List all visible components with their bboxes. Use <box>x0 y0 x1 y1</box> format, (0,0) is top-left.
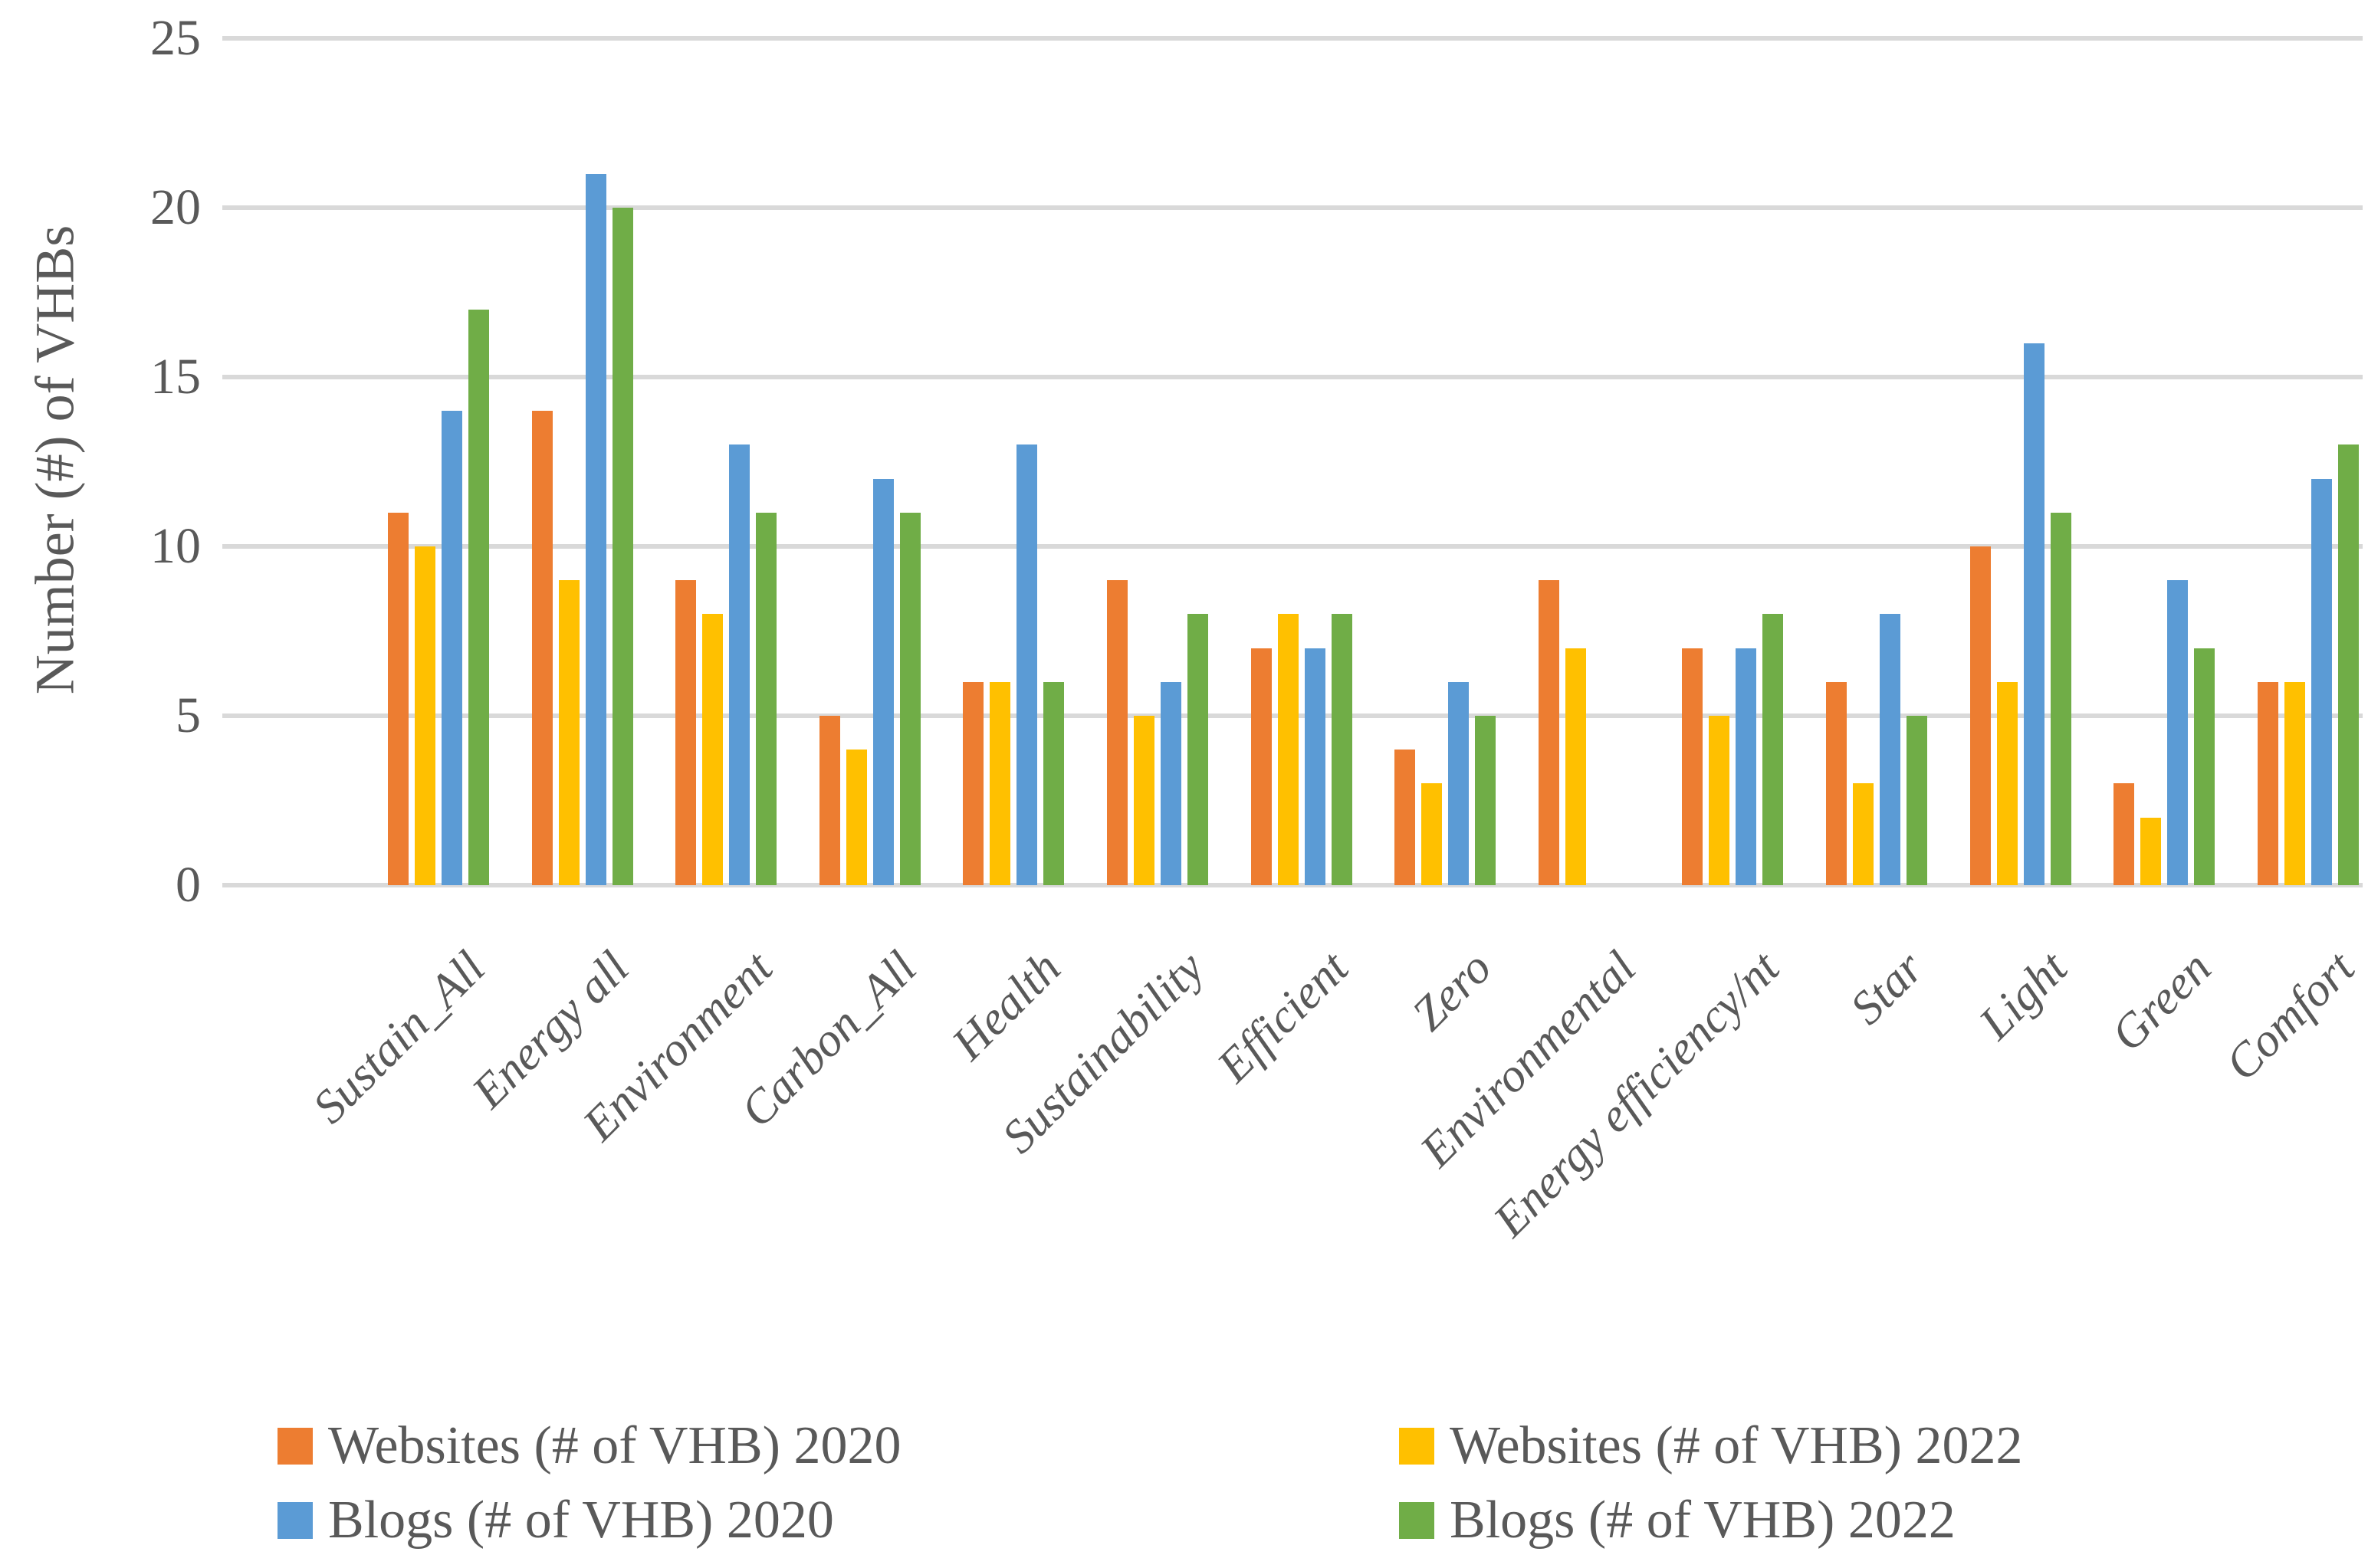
legend-swatch <box>1399 1502 1434 1539</box>
bar <box>2337 444 2359 885</box>
legend-swatch <box>1399 1428 1434 1465</box>
bar <box>1565 648 1586 885</box>
bar <box>872 478 894 885</box>
legend-label: Blogs (# of VHB) 2022 <box>1450 1491 1956 1550</box>
bar <box>1682 648 1703 885</box>
bar <box>612 208 633 885</box>
bar <box>1161 681 1181 885</box>
bar <box>1907 716 1927 885</box>
y-tick-label: 25 <box>150 10 201 66</box>
bar <box>1448 681 1470 885</box>
gridline <box>222 544 2363 549</box>
bar <box>1880 614 1900 885</box>
bar <box>1736 648 1757 885</box>
bar <box>1043 681 1065 885</box>
bar <box>2050 512 2071 885</box>
legend-swatch <box>278 1502 313 1539</box>
bar <box>468 309 489 885</box>
bar <box>819 716 840 885</box>
bar <box>1709 716 1730 885</box>
bar <box>1475 716 1496 885</box>
bar <box>2023 343 2044 885</box>
bar <box>2311 478 2332 885</box>
bar <box>1421 783 1443 885</box>
bar <box>675 580 697 885</box>
gridline <box>222 883 2363 887</box>
gridline <box>222 36 2363 41</box>
bar <box>2140 817 2162 885</box>
bar <box>1826 681 1847 885</box>
bar <box>756 512 777 885</box>
gridline <box>222 205 2363 210</box>
bar <box>846 750 867 885</box>
legend-swatch <box>278 1428 313 1465</box>
bar <box>2194 648 2215 885</box>
bar <box>899 512 921 885</box>
bar <box>729 444 750 885</box>
legend-label: Websites (# of VHB) 2020 <box>328 1416 902 1475</box>
bar <box>442 411 462 885</box>
bar <box>1762 614 1784 885</box>
bar <box>1853 783 1874 885</box>
bar <box>2284 681 2305 885</box>
bar <box>1250 648 1272 885</box>
bar <box>1331 614 1352 885</box>
bar <box>702 614 724 885</box>
bar <box>1016 444 1038 885</box>
bar <box>1969 546 1991 885</box>
bar <box>585 173 606 885</box>
bar <box>1107 580 1128 885</box>
bar <box>1187 614 1208 885</box>
bar <box>415 546 435 885</box>
bar <box>2113 783 2135 885</box>
bar <box>963 681 984 885</box>
bar <box>1538 580 1559 885</box>
y-tick-label: 20 <box>150 179 201 235</box>
legend-label: Blogs (# of VHB) 2020 <box>328 1491 834 1550</box>
bar <box>2167 580 2189 885</box>
gridline <box>222 375 2363 379</box>
bar <box>2257 681 2278 885</box>
y-tick-label: 15 <box>150 349 201 405</box>
y-tick-label: 10 <box>150 518 201 574</box>
bar <box>990 681 1011 885</box>
bar <box>1394 750 1416 885</box>
bar <box>558 580 580 885</box>
bar <box>388 512 409 885</box>
bar <box>1134 716 1154 885</box>
bar <box>1996 681 2018 885</box>
bar <box>1277 614 1299 885</box>
bar <box>531 411 553 885</box>
y-tick-label: 0 <box>176 857 201 913</box>
legend-label: Websites (# of VHB) 2022 <box>1450 1416 2023 1475</box>
y-tick-label: 5 <box>176 687 201 743</box>
bar <box>1304 648 1325 885</box>
